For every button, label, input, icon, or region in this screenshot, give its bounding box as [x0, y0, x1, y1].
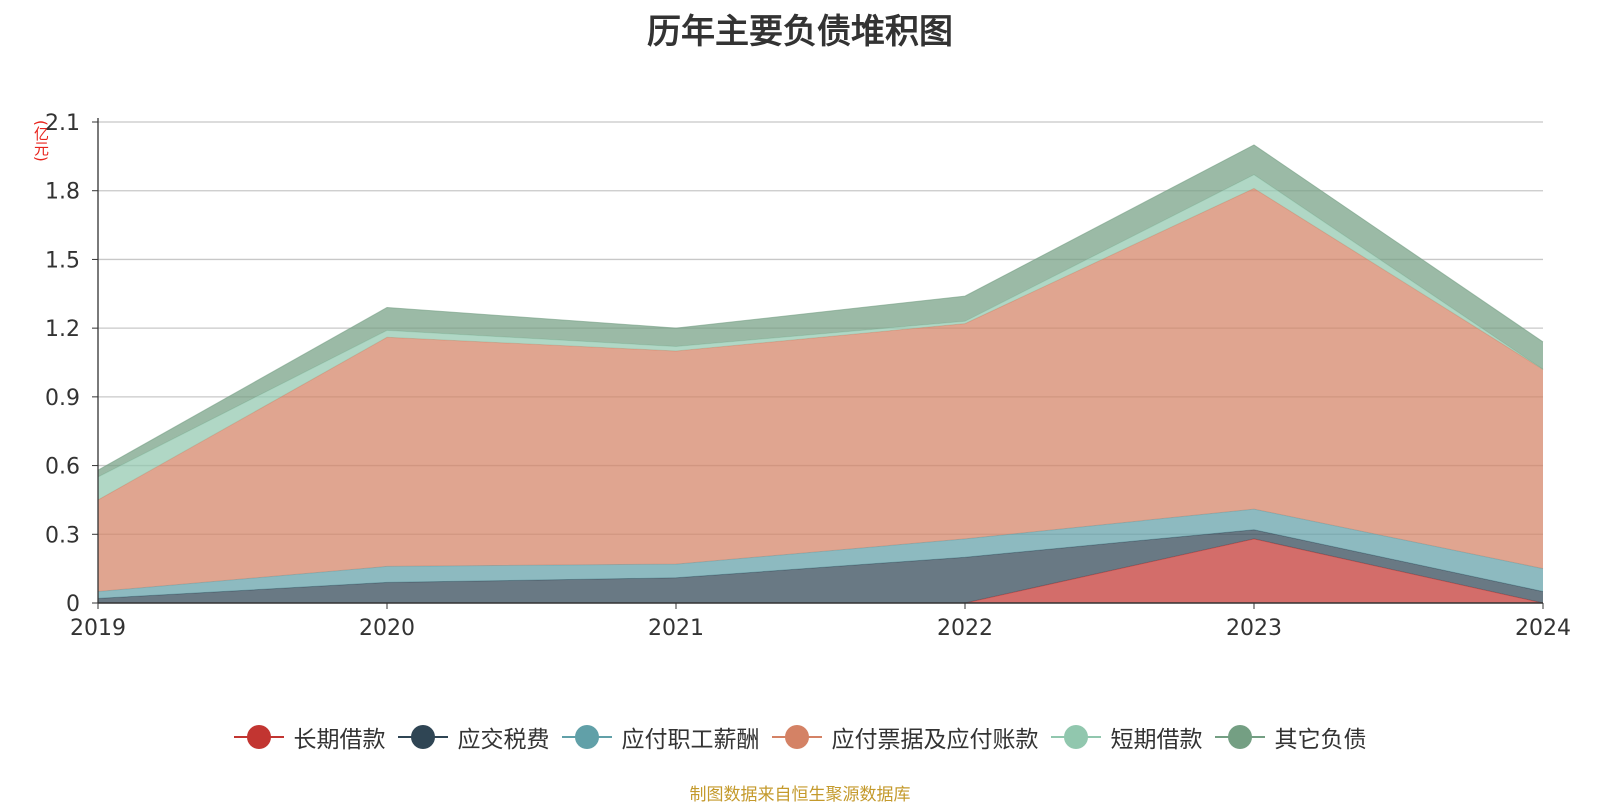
legend-marker-icon: [233, 725, 284, 749]
legend-item-5[interactable]: 其它负债: [1214, 720, 1367, 754]
x-tick-label: 2020: [359, 616, 415, 641]
legend-marker-icon: [561, 725, 612, 749]
legend-label: 短期借款: [1110, 727, 1203, 753]
legend-label: 应付职工薪酬: [621, 727, 760, 753]
legend-marker-icon: [397, 725, 448, 749]
series-line-5: [97, 144, 1544, 471]
y-tick-label: 1.8: [45, 180, 80, 205]
legend-marker-icon: [771, 725, 822, 749]
y-tick-label: 1.5: [45, 248, 80, 273]
legend-item-1[interactable]: 应交税费: [397, 720, 550, 754]
chart-legend: 长期借款 应交税费 应付职工薪酬 应付票据及应付账款 短期借款 其它负债: [0, 720, 1600, 754]
y-tick-label: 0.9: [45, 386, 80, 411]
legend-marker-icon: [1214, 725, 1265, 749]
y-tick-label: 0.3: [45, 523, 80, 548]
legend-item-2[interactable]: 应付职工薪酬: [561, 720, 760, 754]
legend-item-0[interactable]: 长期借款: [233, 720, 386, 754]
y-axis-unit-label: (亿元): [32, 120, 50, 162]
x-tick-label: 2021: [648, 616, 704, 641]
axes: 0 0.3 0.6 0.9 1.2 1.5 1.8 2.1 2019 2020 2021 2022 20…: [45, 111, 1571, 641]
x-tick-label: 2022: [937, 616, 993, 641]
area-3: [98, 188, 1543, 592]
area-5: [98, 144, 1543, 477]
stacked-area-chart: 0 0.3 0.6 0.9 1.2 1.5 1.8 2.1 2019 2020 2021 2022 20…: [45, 111, 1571, 641]
legend-label: 应付票据及应付账款: [831, 727, 1039, 753]
area-2: [98, 509, 1543, 599]
area-series: [97, 144, 1544, 604]
legend-label: 应交税费: [457, 727, 550, 753]
y-tick-label: 2.1: [45, 111, 80, 136]
area-4: [98, 174, 1543, 500]
legend-item-4[interactable]: 短期借款: [1050, 720, 1203, 754]
y-tick-label: 1.2: [45, 317, 80, 342]
y-tick-label: 0: [66, 592, 80, 617]
area-1: [98, 529, 1543, 603]
y-tick-label: 0.6: [45, 455, 80, 480]
x-tick-label: 2024: [1515, 616, 1571, 641]
legend-label: 其它负债: [1274, 727, 1367, 753]
data-source-note: 制图数据来自恒生聚源数据库: [689, 785, 911, 805]
legend-item-3[interactable]: 应付票据及应付账款: [771, 720, 1039, 754]
x-tick-label: 2023: [1226, 616, 1282, 641]
legend-marker-icon: [1050, 725, 1101, 749]
legend-label: 长期借款: [293, 727, 386, 753]
x-tick-label: 2019: [70, 616, 126, 641]
chart-title: 历年主要负债堆积图: [647, 12, 953, 52]
